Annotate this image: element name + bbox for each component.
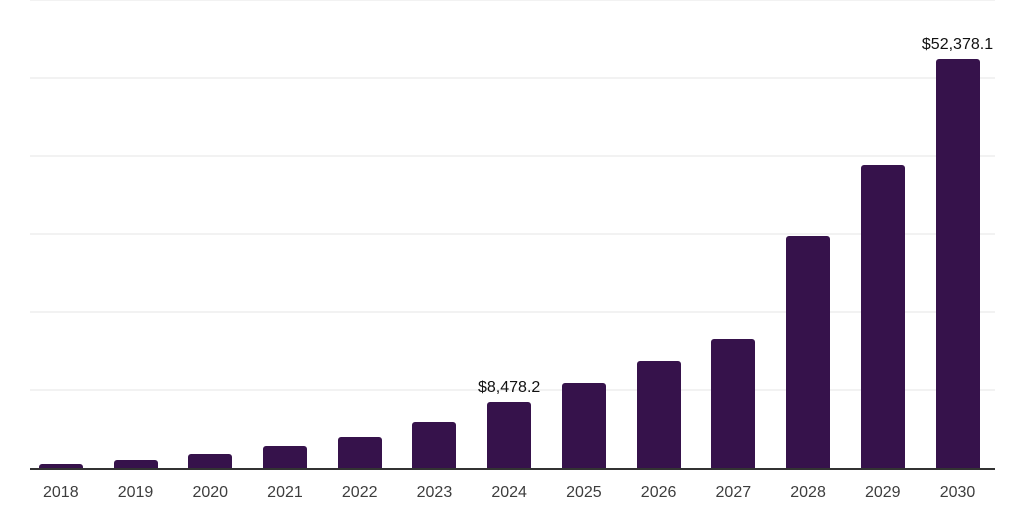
bar-2025 — [561, 382, 606, 468]
x-tick-2025: 2025 — [566, 484, 602, 501]
bar-2029 — [860, 164, 905, 468]
x-tick-2019: 2019 — [117, 484, 154, 501]
gridline-30000 — [30, 233, 995, 235]
x-tick-2028: 2028 — [790, 484, 826, 501]
bar-2020 — [188, 453, 233, 468]
x-tick-2018: 2018 — [43, 484, 79, 501]
data-label-2024: $8,478.2 — [478, 378, 541, 396]
x-axis-labels: 2018 2019 2020 2021 2022 2023 2024 2025 2026 2027… — [30, 484, 995, 504]
bar-2028 — [786, 235, 831, 468]
bar-2027 — [711, 338, 756, 468]
x-tick-2020: 2020 — [192, 484, 229, 501]
data-label-2030: $52,378.1 — [921, 36, 994, 54]
x-tick-2026: 2026 — [640, 484, 677, 501]
x-tick-2029: 2029 — [864, 484, 901, 501]
bar-2023 — [412, 421, 457, 468]
x-tick-2030: 2030 — [939, 484, 976, 501]
gridline-10000 — [30, 389, 995, 391]
x-tick-2024: 2024 — [491, 484, 527, 501]
bar-2021 — [262, 446, 307, 468]
bar-2024 — [487, 401, 532, 468]
x-axis-line — [30, 468, 995, 470]
bar-2030 — [935, 59, 980, 468]
gridline-50000 — [30, 77, 995, 79]
bar-2022 — [337, 436, 382, 468]
bar-2026 — [636, 360, 681, 468]
bar-2019 — [113, 459, 158, 468]
gridline-20000 — [30, 311, 995, 313]
x-tick-2021: 2021 — [267, 484, 303, 501]
bar-2018 — [38, 464, 83, 468]
x-tick-2023: 2023 — [416, 484, 453, 501]
plot-area: $8,478.2 $52,378.1 — [30, 0, 995, 468]
gridline-60000 — [30, 0, 995, 1]
x-tick-2022: 2022 — [341, 484, 378, 501]
gridline-40000 — [30, 155, 995, 157]
x-tick-2027: 2027 — [715, 484, 752, 501]
